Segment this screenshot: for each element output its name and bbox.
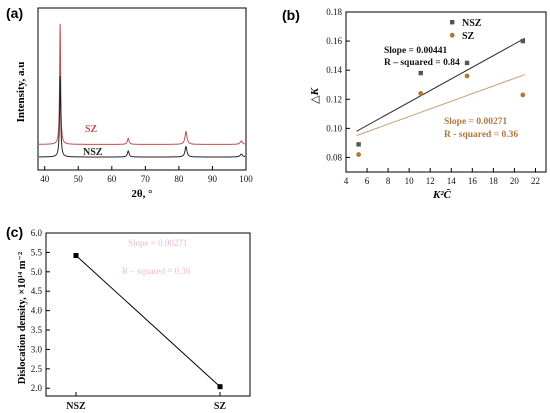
density-point-sz: [217, 384, 223, 390]
data-point-nsz: [464, 60, 470, 66]
panel-c-ytick-label: 2.0: [31, 383, 43, 393]
sz-slope-text: Slope = 0.00271: [444, 117, 507, 127]
panel-a-label: (a): [6, 5, 23, 21]
legend-label-sz: SZ: [462, 31, 475, 42]
panel-b-ytick-label: 0.12: [326, 94, 342, 104]
panel-b-ytick-label: 0.14: [326, 65, 342, 75]
series-label-sz: SZ: [85, 124, 98, 135]
panel-b-xtick-label: 18: [489, 176, 499, 186]
panel-a-xtick-label: 50: [74, 174, 84, 184]
panel-a-xtick-label: 80: [174, 174, 184, 184]
panel-a: (a) 40 50 60 70 80 90 100 Intensity, a.u 2θ, °…: [6, 5, 253, 200]
panel-b-xtick-label: 4: [344, 176, 349, 186]
panel-a-frame: [37, 7, 247, 171]
panel-a-xtick-label: 90: [208, 174, 218, 184]
data-point-sz: [356, 152, 362, 157]
density-point-nsz: [73, 253, 79, 259]
panel-a-xtick-label: 100: [239, 174, 253, 184]
data-point-sz: [418, 91, 424, 96]
panel-b-xlabel: K²C̄: [432, 189, 452, 201]
xrd-series-nsz: [39, 75, 246, 158]
sz-rsq-text: R - squared = 0.36: [444, 130, 518, 140]
panel-b-label: (b): [282, 7, 300, 23]
panel-c-ytick-label: 3.0: [31, 344, 43, 354]
panel-c-plot-area: 2.0 2.5 3.0 3.5 4.0 4.5 5.0 5.5 6.0 NSZ SZ: [31, 228, 251, 412]
xrd-series-sz: [39, 23, 246, 145]
ghost-text-1: Slope = 0.00271: [128, 238, 187, 248]
panel-b-ytick-label: 0.18: [326, 7, 342, 17]
panel-b-xtick-label: 20: [510, 176, 520, 186]
panel-c-frame: [45, 232, 251, 397]
panel-b-xtick-label: 22: [531, 176, 540, 186]
data-point-sz: [520, 92, 526, 98]
data-point-sz: [464, 73, 470, 79]
panel-c-ylabel: Dislocation density, ×10¹⁴ m⁻²: [17, 252, 28, 384]
panel-b-xtick-label: 10: [405, 176, 415, 186]
panel-c-ytick-label: 5.0: [31, 267, 43, 277]
panel-c-label: (c): [6, 224, 23, 240]
panel-b-frame: [345, 11, 547, 173]
panel-b-xtick-label: 12: [426, 176, 435, 186]
ghost-text-2: R – squared = 0.36: [122, 266, 191, 276]
panel-a-plot-area: 40 50 60 70 80 90 100: [37, 7, 253, 184]
panel-a-xtick-label: 60: [107, 174, 117, 184]
panel-b-xtick-label: 16: [468, 176, 478, 186]
panel-a-ylabel: Intensity, a.u: [15, 62, 27, 123]
fit-line-nsz: [356, 37, 526, 132]
category-label-sz: SZ: [214, 401, 227, 412]
legend-marker-nsz: [450, 20, 455, 25]
nsz-rsq-text: R – squared = 0.84: [384, 58, 460, 68]
nsz-slope-text: Slope = 0.00441: [384, 46, 447, 56]
panel-c: (c) 2.0 2.5 3.0 3.5 4.0 4.5 5.0 5.5 6.0 NSZ SZ Dis…: [6, 224, 251, 412]
fit-line-sz: [356, 74, 526, 137]
panel-b-xtick-label: 6: [365, 176, 370, 186]
panel-c-ytick-label: 4.5: [31, 286, 43, 296]
panel-a-xtick-label: 40: [40, 174, 50, 184]
panel-c-ytick-label: 3.5: [31, 325, 43, 335]
panel-b-ytick-label: 0.08: [326, 152, 342, 162]
panel-c-ytick-label: 5.5: [31, 247, 43, 257]
data-point-nsz: [418, 70, 423, 76]
panel-b-xtick-label: 8: [386, 176, 391, 186]
series-label-nsz: NSZ: [83, 147, 103, 158]
category-label-nsz: NSZ: [66, 401, 86, 412]
panel-b: (b) 4 6 8 10 12 14 16 18 20 22 0.08 0.10 0.12 0.14 0.1…: [282, 7, 547, 201]
panel-c-ytick-label: 2.5: [31, 364, 43, 374]
panel-b-ytick-label: 0.16: [326, 36, 342, 46]
panel-b-ylabel: △K: [309, 87, 321, 103]
data-point-nsz: [520, 38, 526, 44]
panel-a-xtick-label: 70: [141, 174, 151, 184]
panel-c-ytick-label: 6.0: [31, 228, 43, 238]
panel-b-plot-area: 4 6 8 10 12 14 16 18 20 22 0.08 0.10 0.12 0.14 0.16 0.1…: [326, 7, 547, 186]
panel-c-ytick-label: 4.0: [31, 306, 43, 316]
density-line: [75, 255, 221, 388]
data-point-nsz: [356, 142, 361, 147]
panel-b-ytick-label: 0.10: [326, 123, 342, 133]
panel-a-xlabel: 2θ, °: [131, 188, 152, 200]
legend-marker-sz: [449, 32, 455, 38]
panel-b-xtick-label: 14: [447, 176, 457, 186]
legend-label-nsz: NSZ: [462, 18, 482, 29]
